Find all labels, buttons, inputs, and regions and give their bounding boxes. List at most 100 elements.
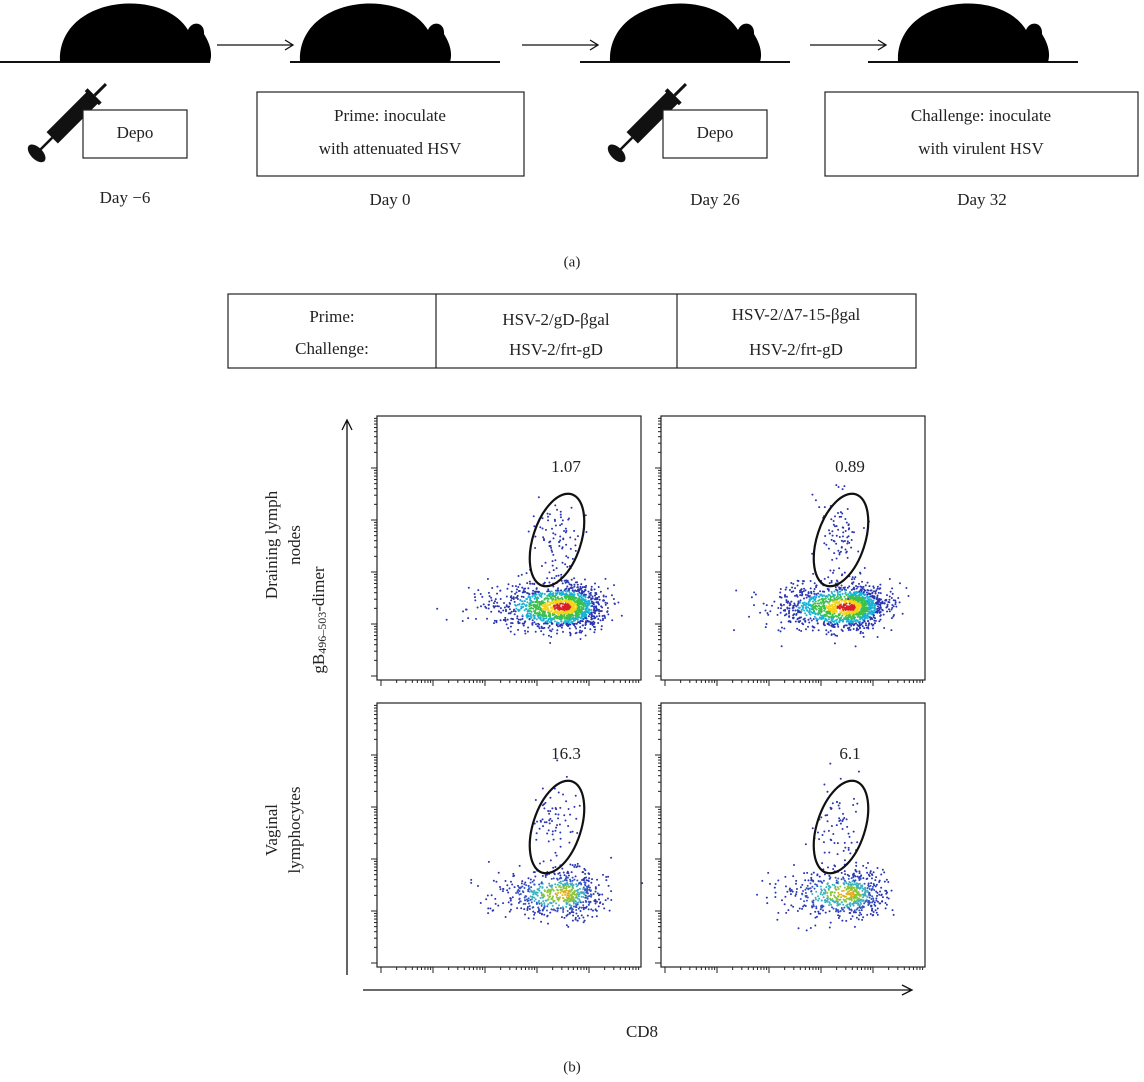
event-dot	[844, 604, 846, 606]
flow-plot: 0.89	[655, 416, 925, 686]
event-dot	[477, 885, 479, 887]
event-dot	[594, 629, 596, 631]
event-dot	[839, 594, 841, 596]
event-dot	[839, 590, 841, 592]
event-dot	[595, 900, 597, 902]
event-dot	[617, 602, 619, 604]
event-dot	[590, 618, 592, 620]
event-dot	[530, 895, 532, 897]
event-dot	[794, 610, 796, 612]
event-dot	[830, 891, 832, 893]
event-dot	[815, 897, 817, 899]
event-dot	[820, 608, 822, 610]
event-dot	[839, 604, 841, 606]
event-dot	[798, 607, 800, 609]
event-dot	[579, 888, 581, 890]
event-dot	[810, 587, 812, 589]
event-dot	[513, 610, 515, 612]
event-dot	[589, 621, 591, 623]
event-dot	[805, 892, 807, 894]
event-dot	[820, 906, 822, 908]
event-dot	[560, 516, 562, 518]
event-dot	[526, 909, 528, 911]
event-dot	[489, 595, 491, 597]
event-dot	[834, 603, 836, 605]
event-dot	[494, 600, 496, 602]
event-dot	[836, 597, 838, 599]
event-dot	[875, 620, 877, 622]
event-dot	[514, 633, 516, 635]
event-dot	[579, 622, 581, 624]
event-dot	[569, 879, 571, 881]
event-dot	[539, 627, 541, 629]
event-dot	[891, 617, 893, 619]
event-dot	[860, 903, 862, 905]
event-dot	[585, 882, 587, 884]
event-dot	[546, 602, 548, 604]
event-dot	[606, 602, 608, 604]
event-dot	[537, 607, 539, 609]
event-dot	[822, 834, 824, 836]
event-dot	[567, 877, 569, 879]
event-dot	[868, 622, 870, 624]
event-dot	[594, 612, 596, 614]
event-dot	[521, 574, 523, 576]
event-dot	[556, 629, 558, 631]
event-dot	[555, 525, 557, 527]
event-dot	[553, 839, 555, 841]
event-dot	[847, 883, 849, 885]
event-dot	[826, 791, 828, 793]
event-dot	[841, 610, 843, 612]
event-dot	[578, 601, 580, 603]
event-dot	[870, 589, 872, 591]
event-dot	[568, 893, 570, 895]
event-dot	[554, 605, 556, 607]
event-dot	[765, 609, 767, 611]
event-dot	[584, 627, 586, 629]
event-dot	[841, 907, 843, 909]
event-dot	[579, 899, 581, 901]
event-dot	[582, 604, 584, 606]
event-dot	[837, 886, 839, 888]
event-dot	[507, 627, 509, 629]
event-dot	[886, 611, 888, 613]
event-dot	[563, 530, 565, 532]
event-dot	[611, 594, 613, 596]
event-dot	[818, 880, 820, 882]
event-dot	[556, 889, 558, 891]
event-dot	[519, 865, 521, 867]
event-dot	[818, 506, 820, 508]
event-dot	[590, 894, 592, 896]
event-dot	[833, 616, 835, 618]
event-dot	[841, 629, 843, 631]
event-dot	[504, 617, 506, 619]
event-dot	[806, 929, 808, 931]
event-dot	[855, 894, 857, 896]
event-dot	[579, 865, 581, 867]
event-dot	[759, 612, 761, 614]
event-dot	[814, 924, 816, 926]
event-dot	[822, 595, 824, 597]
event-dot	[811, 619, 813, 621]
step-box	[825, 92, 1138, 176]
event-dot	[799, 908, 801, 910]
event-dot	[566, 603, 568, 605]
event-dot	[795, 880, 797, 882]
event-dot	[800, 589, 802, 591]
plots: 1.070.8916.36.1	[371, 416, 925, 973]
event-dot	[803, 604, 805, 606]
event-dot	[538, 890, 540, 892]
event-dot	[841, 598, 843, 600]
event-dot	[580, 910, 582, 912]
event-dot	[555, 813, 557, 815]
event-dot	[867, 626, 869, 628]
flow-plot: 16.3	[371, 703, 643, 973]
event-dot	[572, 886, 574, 888]
event-dot	[559, 618, 561, 620]
event-dot	[876, 895, 878, 897]
event-dot	[571, 609, 573, 611]
event-dot	[570, 585, 572, 587]
event-dot	[856, 592, 858, 594]
event-dot	[864, 567, 866, 569]
event-dot	[540, 882, 542, 884]
